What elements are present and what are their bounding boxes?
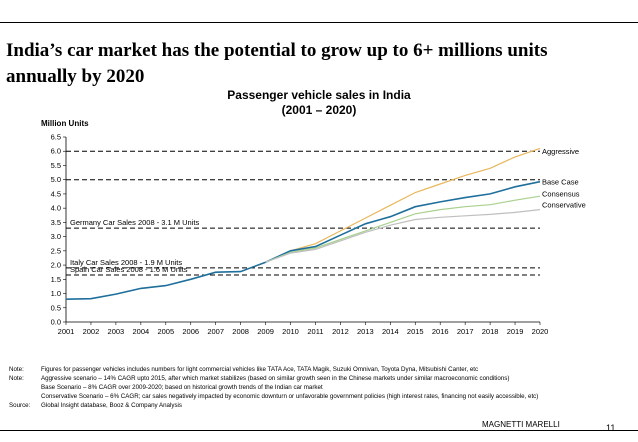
y-tick-label: 2.0 <box>51 261 61 270</box>
footnote-label: Source: <box>9 402 31 410</box>
footnote-label: Note: <box>9 375 24 383</box>
header-rule <box>0 22 638 23</box>
y-tick-label: 5.0 <box>51 175 61 184</box>
footnote-row: Base Scenario – 8% CAGR over 2009-2020; … <box>9 383 609 392</box>
footer-rule <box>0 430 638 431</box>
y-axis-unit-label: Million Units <box>41 119 89 128</box>
y-tick-label: 6.0 <box>51 147 61 156</box>
footnote-row: Source: Global Insight database, Booz & C… <box>9 401 609 410</box>
x-tick-label: 2006 <box>182 327 199 336</box>
x-tick-label: 2005 <box>157 327 174 336</box>
x-tick-label: 2007 <box>207 327 224 336</box>
y-tick-label: 2.5 <box>51 246 61 255</box>
x-tick-label: 2020 <box>532 327 549 336</box>
x-tick-label: 2004 <box>132 327 149 336</box>
x-tick-label: 2015 <box>407 327 424 336</box>
footnote-text: Conservative Scenario – 6% CAGR; car sal… <box>41 393 539 401</box>
footnote-text: Global Insight database, Booz & Company … <box>41 402 183 410</box>
x-tick-label: 2003 <box>108 327 125 336</box>
footnote-text: Figures for passenger vehicles includes … <box>41 366 479 373</box>
x-tick-label: 2016 <box>432 327 449 336</box>
series-end-label: Aggressive <box>542 147 579 156</box>
series-end-label: Base Case <box>542 178 579 187</box>
y-tick-label: 4.0 <box>51 204 61 213</box>
x-tick-label: 2009 <box>257 327 274 336</box>
x-tick-label: 2017 <box>457 327 474 336</box>
page-number: 11 <box>606 423 616 433</box>
chart-title: Passenger vehicle sales in India <box>227 88 411 102</box>
y-tick-label: 0.0 <box>51 318 61 327</box>
series-line <box>65 180 541 300</box>
x-tick-label: 2011 <box>307 327 323 336</box>
y-tick-label: 6.5 <box>51 133 61 142</box>
series-end-label: Consensus <box>542 189 580 198</box>
footnote-text: Base Scenario – 8% CAGR over 2009-2020; … <box>41 384 323 392</box>
x-tick-label: 2012 <box>332 327 349 336</box>
footnote-row: Note: Figures for passenger vehicles incl… <box>9 365 609 374</box>
slide-headline: India’s car market has the potential to … <box>6 38 632 90</box>
headline-line-2: annually by 2020 <box>6 66 145 87</box>
series-line <box>265 195 541 263</box>
footnote-row: Conservative Scenario – 6% CAGR; car sal… <box>9 392 609 401</box>
x-tick-label: 2013 <box>357 327 374 336</box>
y-tick-label: 4.5 <box>51 189 61 198</box>
footnotes: Note: Figures for passenger vehicles incl… <box>9 365 609 410</box>
reference-line-label: Spain Car Sales 2008 - 1.6 M Units <box>70 265 188 274</box>
headline-line-1: India’s car market has the potential to … <box>6 40 548 61</box>
x-tick-label: 2010 <box>282 327 299 336</box>
y-tick-label: 5.5 <box>51 161 61 170</box>
y-tick-label: 0.5 <box>51 303 61 312</box>
y-tick-label: 3.0 <box>51 232 61 241</box>
footnote-label: Note: <box>9 366 24 373</box>
y-tick-label: 1.5 <box>51 275 61 284</box>
brand-name: MAGNETTI MARELLI <box>482 420 560 429</box>
reference-line-label: Italy Car Sales 2008 - 1.9 M Units <box>70 258 182 267</box>
chart-subtitle: (2001 – 2020) <box>281 103 357 117</box>
footnote-text: Aggressive scenario – 14% CAGR upto 2015… <box>41 375 510 383</box>
x-tick-label: 2014 <box>382 327 399 336</box>
x-tick-label: 2019 <box>507 327 524 336</box>
x-tick-label: 2001 <box>58 327 75 336</box>
x-tick-label: 2008 <box>232 327 249 336</box>
x-tick-label: 2002 <box>83 327 100 336</box>
series-line <box>265 147 541 263</box>
x-tick-label: 2018 <box>482 327 499 336</box>
series-end-label: Conservative <box>542 201 586 210</box>
series-line <box>265 209 541 263</box>
y-tick-label: 1.0 <box>51 289 61 298</box>
y-tick-label: 3.5 <box>51 218 61 227</box>
reference-line-label: Germany Car Sales 2008 - 3.1 M Units <box>70 218 199 227</box>
footnote-row: Note: Aggressive scenario – 14% CAGR upto… <box>9 374 609 383</box>
